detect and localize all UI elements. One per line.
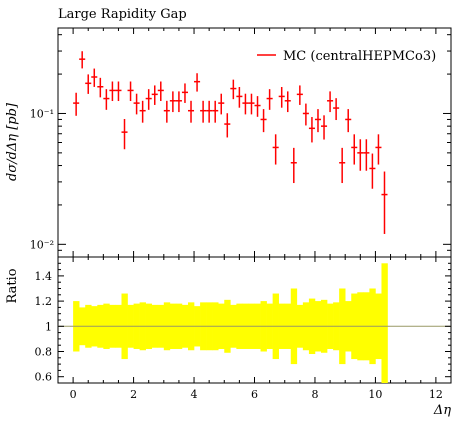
legend: MC (centralHEPMCo3) <box>257 49 436 64</box>
ratio-tick-label: 1 <box>45 320 52 333</box>
x-axis-ticks: 0 2 4 6 8 10 12 <box>57 28 452 401</box>
x-tick-label: 2 <box>130 388 137 401</box>
ratio-y-axis-label: Ratio <box>5 268 20 303</box>
plot-title: Large Rapidity Gap <box>58 7 187 22</box>
y-tick-label: 10⁻² <box>30 238 54 251</box>
x-tick-label: 10 <box>368 388 382 401</box>
legend-label: MC (centralHEPMCo3) <box>283 49 436 64</box>
ratio-y-axis-ticks: 0.6 0.8 1 1.2 1.4 <box>35 262 451 384</box>
x-tick-label: 12 <box>429 388 443 401</box>
ratio-tick-label: 0.6 <box>35 371 53 384</box>
ratio-tick-label: 0.8 <box>35 346 53 359</box>
ratio-tick-label: 1.4 <box>35 270 53 283</box>
x-axis-label: Δη <box>433 403 451 418</box>
y-tick-label: 10⁻¹ <box>30 107 54 120</box>
main-data-points <box>73 51 388 234</box>
x-tick-label: 4 <box>191 388 198 401</box>
ratio-tick-label: 1.2 <box>35 295 53 308</box>
ratio-band-bar <box>381 263 388 383</box>
ratio-band <box>73 263 388 383</box>
x-tick-label: 8 <box>311 388 318 401</box>
y-axis-label: dσ/dΔη [pb] <box>5 102 20 181</box>
x-tick-label: 6 <box>251 388 258 401</box>
x-tick-label: 0 <box>70 388 77 401</box>
main-y-axis-ticks: 10⁻¹ 10⁻² <box>30 34 451 258</box>
